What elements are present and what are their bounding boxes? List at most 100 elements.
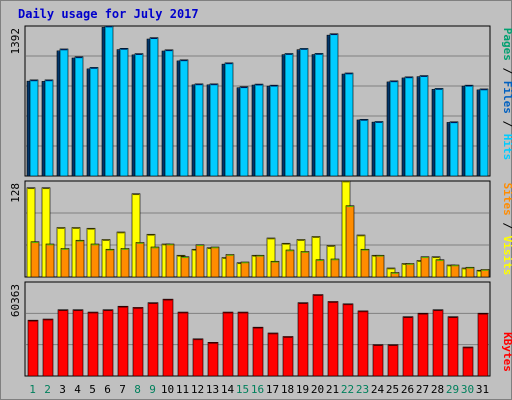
bar-kbytes-day-3 xyxy=(57,309,69,377)
x-tick-day-16: 16 xyxy=(251,383,264,396)
bar-sites-day-31 xyxy=(480,269,490,278)
bar-sites-day-10 xyxy=(165,243,175,278)
bar-hits-day-14 xyxy=(224,62,234,177)
bar-kbytes-day-10 xyxy=(162,298,174,377)
bar-sites-day-2 xyxy=(45,243,55,278)
x-tick-day-19: 19 xyxy=(296,383,309,396)
bar-kbytes-day-22 xyxy=(342,303,354,377)
x-tick-day-27: 27 xyxy=(416,383,429,396)
bar-sites-day-30 xyxy=(465,266,475,278)
bar-kbytes-day-28 xyxy=(432,309,444,377)
bar-sites-day-19 xyxy=(300,251,310,278)
bar-sites-day-6 xyxy=(105,248,115,278)
x-tick-day-3: 3 xyxy=(59,383,66,396)
bar-sites-day-7 xyxy=(120,248,130,278)
bar-hits-day-15 xyxy=(239,86,249,177)
y-max-label-hits-files-pages: 1392 xyxy=(9,28,22,55)
bar-kbytes-day-1 xyxy=(27,319,39,377)
bar-hits-day-25 xyxy=(389,80,399,177)
x-tick-day-7: 7 xyxy=(119,383,126,396)
bar-sites-day-25 xyxy=(390,272,400,278)
bar-hits-day-24 xyxy=(374,121,384,177)
bar-hits-day-11 xyxy=(179,59,189,177)
bar-kbytes-day-12 xyxy=(192,338,204,377)
x-tick-day-31: 31 xyxy=(476,383,489,396)
bar-sites-day-29 xyxy=(450,264,460,278)
bar-kbytes-day-14 xyxy=(222,311,234,377)
x-tick-day-26: 26 xyxy=(401,383,414,396)
bar-kbytes-day-4 xyxy=(72,309,84,377)
x-tick-day-11: 11 xyxy=(176,383,189,396)
y-max-label-visits-sites: 128 xyxy=(9,183,22,203)
bar-sites-day-3 xyxy=(60,248,70,278)
x-tick-day-28: 28 xyxy=(431,383,444,396)
legend-panel-hits: Pages / Files / Hits xyxy=(501,28,512,161)
x-tick-day-9: 9 xyxy=(149,383,156,396)
bar-hits-day-27 xyxy=(419,75,429,177)
bar-hits-day-19 xyxy=(299,48,309,177)
x-tick-day-15: 15 xyxy=(236,383,249,396)
x-tick-day-22: 22 xyxy=(341,383,354,396)
bar-hits-day-13 xyxy=(209,83,219,177)
bar-hits-day-17 xyxy=(269,84,279,177)
bar-kbytes-day-6 xyxy=(102,309,114,377)
bar-hits-day-26 xyxy=(404,76,414,177)
legend-panel-kbytes: KBytes xyxy=(501,332,512,372)
bar-sites-day-13 xyxy=(210,246,220,278)
legend-hits: Hits xyxy=(501,134,512,161)
x-tick-day-24: 24 xyxy=(371,383,385,396)
bar-sites-day-15 xyxy=(240,261,250,278)
bar-hits-day-31 xyxy=(479,88,489,177)
bar-kbytes-day-30 xyxy=(462,346,474,377)
bar-hits-day-2 xyxy=(44,79,54,177)
legend-pages: Pages xyxy=(501,28,512,61)
legend-visits: Visits xyxy=(501,236,512,276)
bar-hits-day-30 xyxy=(464,84,474,177)
bar-hits-day-22 xyxy=(344,72,354,177)
x-tick-day-18: 18 xyxy=(281,383,294,396)
bar-kbytes-day-2 xyxy=(42,318,54,377)
bar-sites-day-12 xyxy=(195,244,205,278)
legend-files: Files xyxy=(501,81,512,114)
bar-sites-day-21 xyxy=(330,258,340,278)
bar-kbytes-day-24 xyxy=(372,344,384,377)
bar-sites-day-11 xyxy=(180,256,190,278)
bar-sites-day-24 xyxy=(375,254,385,278)
bar-kbytes-day-9 xyxy=(147,302,159,377)
bar-hits-day-6 xyxy=(104,25,114,177)
bar-sites-day-8 xyxy=(135,242,145,278)
bar-hits-day-1 xyxy=(29,79,39,177)
bar-sites-day-18 xyxy=(285,249,295,278)
bar-kbytes-day-17 xyxy=(267,332,279,377)
bar-sites-day-27 xyxy=(420,256,430,278)
legend-panel-visits: Sites / Visits xyxy=(501,183,512,276)
bar-kbytes-day-16 xyxy=(252,326,264,377)
bar-kbytes-day-29 xyxy=(447,316,459,377)
x-tick-day-12: 12 xyxy=(191,383,204,396)
bar-kbytes-day-26 xyxy=(402,316,414,377)
bar-hits-day-16 xyxy=(254,83,264,177)
bar-kbytes-day-8 xyxy=(132,307,144,377)
bar-hits-day-23 xyxy=(359,119,369,177)
bar-hits-day-5 xyxy=(89,67,99,177)
bar-sites-day-16 xyxy=(255,254,265,278)
bar-kbytes-day-21 xyxy=(327,301,339,377)
x-tick-day-8: 8 xyxy=(134,383,141,396)
bar-kbytes-day-11 xyxy=(177,311,189,377)
bar-kbytes-day-13 xyxy=(207,342,219,377)
x-tick-day-6: 6 xyxy=(104,383,111,396)
bar-sites-day-20 xyxy=(315,259,325,278)
bar-kbytes-day-31 xyxy=(477,312,489,377)
legend-sites: Sites xyxy=(501,183,512,216)
x-tick-day-13: 13 xyxy=(206,383,219,396)
bar-hits-day-18 xyxy=(284,53,294,177)
chart-title: Daily usage for July 2017 xyxy=(18,7,199,21)
x-tick-day-14: 14 xyxy=(221,383,235,396)
bar-sites-day-5 xyxy=(90,243,100,278)
bar-kbytes-day-20 xyxy=(312,294,324,377)
bar-kbytes-day-5 xyxy=(87,311,99,377)
bar-hits-day-21 xyxy=(329,33,339,177)
x-tick-day-20: 20 xyxy=(311,383,324,396)
bar-kbytes-day-18 xyxy=(282,336,294,377)
